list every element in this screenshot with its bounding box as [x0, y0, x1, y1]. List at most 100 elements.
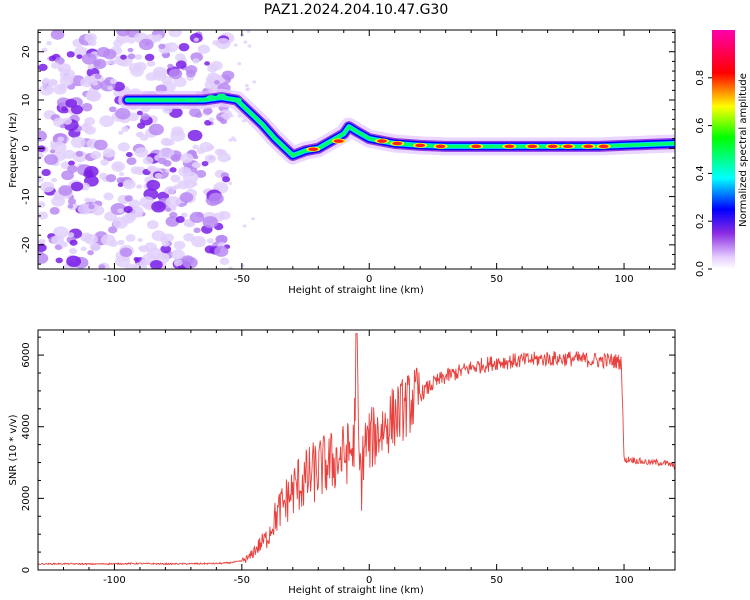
- noise-blob: [137, 122, 146, 129]
- noise-blob: [169, 167, 177, 173]
- noise-blob: [126, 213, 137, 222]
- noise-blob: [193, 227, 201, 234]
- noise-blob: [242, 224, 247, 228]
- noise-blob: [87, 64, 94, 70]
- x-tick-label: 50: [490, 575, 503, 586]
- snr-x-axis-label: Height of straight line (km): [288, 585, 424, 596]
- noise-blob: [139, 259, 149, 267]
- noise-blob: [212, 40, 220, 46]
- y-tick-label: 10: [21, 94, 32, 107]
- noise-blob: [85, 90, 100, 102]
- spectrogram-ridge: [118, 88, 675, 165]
- noise-blob: [75, 150, 84, 157]
- noise-blob: [123, 206, 133, 214]
- noise-blob: [171, 126, 184, 136]
- ridge-hotspot-core: [435, 144, 446, 149]
- noise-blob: [138, 245, 145, 251]
- noise-blob: [187, 129, 203, 142]
- noise-blob: [195, 170, 207, 178]
- noise-blob: [70, 104, 83, 115]
- colorbar-tick-label: 0.4: [695, 165, 706, 181]
- spectrogram-y-axis-label: Frequency (Hz): [8, 112, 19, 188]
- y-tick-label: 0: [21, 145, 32, 151]
- noise-blob: [134, 147, 149, 158]
- noise-blob: [67, 204, 74, 209]
- noise-blob: [40, 181, 55, 193]
- noise-blob: [84, 197, 91, 203]
- noise-blob: [60, 106, 68, 112]
- noise-blob: [48, 55, 57, 62]
- noise-blob: [61, 170, 74, 181]
- noise-blob: [193, 37, 199, 42]
- noise-blob: [62, 117, 72, 125]
- noise-blob: [84, 234, 98, 245]
- noise-blob: [130, 166, 142, 175]
- ridge-hotspot-core: [562, 144, 573, 149]
- noise-blob: [189, 211, 205, 223]
- noise-blob: [69, 247, 78, 255]
- noise-blob: [137, 237, 143, 243]
- noise-blob: [179, 192, 194, 203]
- ridge-hotspot: [206, 95, 217, 101]
- noise-blob: [146, 220, 159, 230]
- noise-blob: [243, 40, 248, 44]
- x-tick-label: 0: [366, 274, 372, 285]
- y-tick-label: 4000: [21, 414, 32, 439]
- noise-blob: [204, 61, 210, 66]
- noise-blob: [136, 184, 143, 189]
- noise-blob: [192, 58, 200, 64]
- noise-blob: [108, 106, 117, 113]
- noise-blob: [38, 130, 47, 142]
- noise-blob: [108, 226, 118, 234]
- noise-blob: [168, 68, 183, 80]
- noise-blob: [109, 78, 118, 85]
- noise-blob: [91, 80, 99, 86]
- noise-blob: [148, 123, 164, 136]
- noise-blob: [125, 152, 133, 158]
- noise-blob: [227, 156, 232, 161]
- noise-blob: [124, 263, 138, 269]
- y-tick-label: -10: [21, 188, 32, 204]
- spectrogram-x-axis-label: Height of straight line (km): [288, 285, 424, 296]
- noise-blob: [38, 63, 48, 72]
- noise-blob: [180, 212, 188, 218]
- noise-blob: [168, 30, 182, 38]
- noise-blob: [152, 70, 167, 81]
- noise-blob: [142, 156, 154, 165]
- noise-blob: [46, 86, 54, 92]
- noise-blob: [244, 83, 249, 88]
- noise-blob: [146, 179, 161, 191]
- noise-blob: [204, 119, 212, 126]
- noise-blob: [112, 81, 125, 92]
- noise-blob: [115, 164, 122, 170]
- noise-blob: [115, 255, 131, 268]
- noise-blob: [192, 144, 199, 150]
- noise-blob: [105, 174, 117, 183]
- spectrogram-noise-blobs: [38, 30, 257, 269]
- noise-blob: [161, 240, 170, 247]
- noise-blob: [77, 203, 92, 215]
- noise-blob: [220, 118, 228, 125]
- noise-blob: [127, 53, 136, 60]
- colorbar: 0.0 0.2 0.4 0.6 0.8 Normalized spectral ampl…: [695, 30, 749, 277]
- y-tick-label: 0: [21, 567, 32, 573]
- noise-blob: [228, 181, 233, 185]
- noise-blob: [219, 211, 231, 220]
- noise-blob: [178, 166, 192, 177]
- noise-blob: [167, 63, 174, 69]
- noise-blob: [116, 33, 130, 44]
- noise-blob: [205, 75, 216, 84]
- noise-blob: [81, 103, 93, 112]
- noise-blob: [117, 239, 125, 246]
- ridge-hotspot-core: [308, 147, 319, 152]
- ridge-hotspot-core: [547, 144, 558, 149]
- noise-blob: [165, 168, 171, 173]
- noise-blob: [117, 208, 124, 214]
- noise-blob: [80, 246, 87, 252]
- noise-blob: [62, 149, 76, 159]
- noise-blob: [100, 234, 116, 246]
- noise-blob: [134, 54, 143, 60]
- noise-blob: [107, 85, 113, 91]
- noise-blob: [207, 64, 218, 73]
